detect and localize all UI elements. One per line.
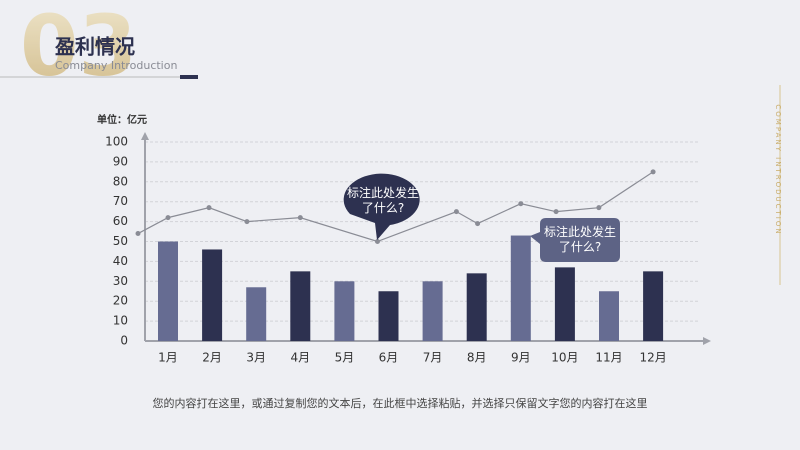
bar — [334, 281, 355, 341]
line-point — [297, 215, 303, 221]
x-tick-label: 7月 — [423, 351, 443, 365]
subtitle: Company Introduction — [55, 59, 177, 72]
x-tick-label: 4月 — [290, 351, 310, 365]
line-point — [518, 201, 524, 207]
y-tick-label: 90 — [113, 154, 128, 168]
side-text: COMPANY INTRODUCTION — [774, 104, 782, 235]
x-tick-label: 6月 — [379, 351, 399, 365]
line — [137, 171, 654, 243]
bar — [378, 291, 399, 341]
y-tick-label: 40 — [113, 254, 128, 268]
line-point — [244, 219, 250, 225]
line-point — [206, 205, 212, 211]
x-tick-label: 10月 — [551, 351, 578, 365]
x-tick-label: 9月 — [511, 351, 531, 365]
header-accent — [180, 75, 198, 79]
bar — [643, 271, 664, 341]
y-tick-label: 0 — [120, 334, 128, 348]
y-tick-label: 80 — [113, 174, 128, 188]
section-number: 03 — [20, 0, 137, 95]
y-tick-label: 10 — [113, 314, 128, 328]
bar — [599, 291, 619, 341]
x-axis-arrow — [703, 337, 711, 345]
bar — [158, 241, 178, 341]
callout-bubble — [343, 173, 420, 240]
x-tick-label: 1月 — [158, 351, 178, 365]
x-tick-label: 11月 — [595, 351, 622, 365]
callout-text: 标注此处发生了什么? — [346, 186, 419, 215]
bar — [422, 281, 443, 341]
callout-text: 标注此处发生了什么? — [543, 225, 616, 254]
y-tick-label: 30 — [113, 274, 128, 288]
line-point — [374, 239, 380, 244]
x-tick-label: 12月 — [639, 351, 666, 365]
bar — [554, 267, 575, 341]
callout-bubble — [530, 218, 620, 262]
bar — [466, 273, 487, 341]
y-tick-label: 70 — [113, 194, 128, 208]
bar — [510, 235, 531, 341]
bar — [290, 271, 311, 341]
x-tick-label: 5月 — [335, 351, 355, 365]
x-tick-label: 2月 — [202, 351, 222, 365]
bar — [202, 249, 223, 341]
y-tick-label: 100 — [105, 135, 128, 149]
y-tick-label: 50 — [113, 234, 128, 248]
line-point — [650, 169, 656, 175]
bar — [246, 287, 267, 341]
line-point — [165, 215, 171, 221]
line-point — [453, 209, 459, 215]
title: 盈利情况 — [54, 35, 135, 59]
line-point — [553, 209, 559, 215]
y-axis-arrow — [141, 132, 149, 140]
line-point — [475, 221, 481, 227]
y-tick-label: 20 — [113, 294, 128, 308]
y-tick-label: 60 — [113, 214, 128, 228]
x-tick-label: 3月 — [246, 351, 266, 365]
x-tick-label: 8月 — [467, 351, 487, 365]
line-point — [135, 231, 141, 237]
unit-label: 单位：亿元 — [97, 113, 147, 126]
line-point — [596, 205, 602, 211]
footer-text: 您的内容打在这里，或通过复制您的文本后，在此框中选择粘贴，并选择只保留文字您的内… — [152, 397, 648, 410]
